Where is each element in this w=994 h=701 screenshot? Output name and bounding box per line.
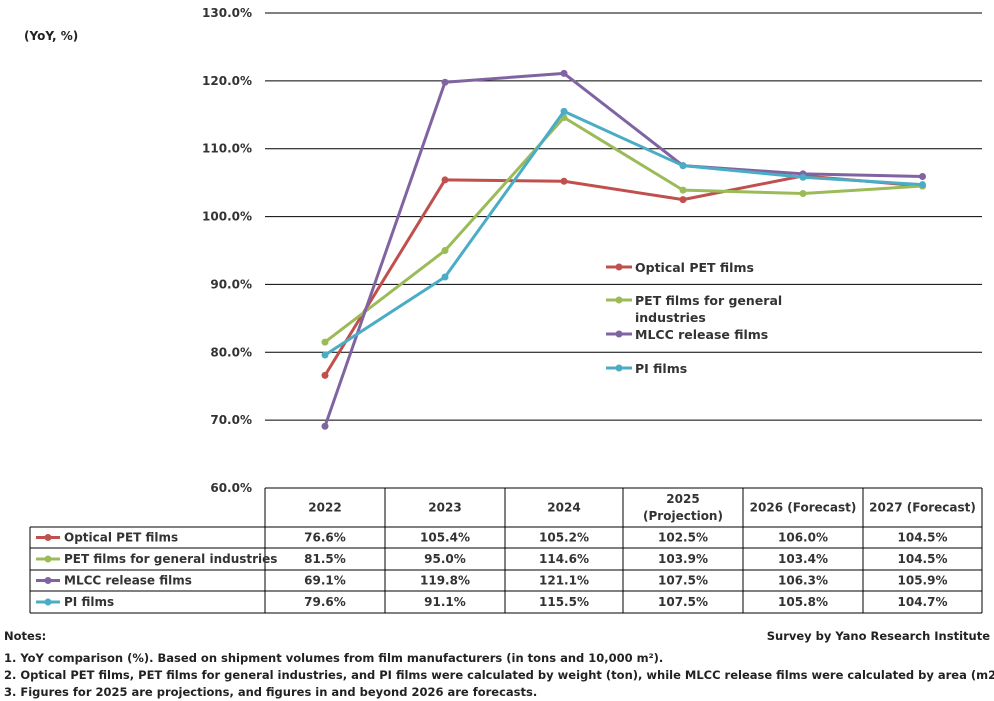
data-point [321, 351, 329, 359]
y-unit-label: (YoY, %) [24, 29, 78, 43]
data-label: 104.7% [898, 595, 948, 609]
table-series-marker [44, 577, 52, 584]
legend-label: PI films [635, 361, 687, 376]
y-tick-label: 80.0% [210, 345, 252, 359]
x-category-label: 2024 [547, 501, 580, 515]
table-series-marker [44, 534, 52, 541]
data-label: 95.0% [424, 552, 466, 566]
data-point [441, 78, 449, 86]
data-label: 105.9% [898, 574, 948, 588]
data-label: 103.9% [658, 552, 708, 566]
table-series-name: PI films [64, 595, 114, 609]
data-point [441, 247, 449, 254]
data-point [799, 173, 807, 181]
data-label: 107.5% [658, 595, 708, 609]
data-label: 105.2% [539, 531, 589, 545]
legend-marker [615, 364, 623, 372]
legend-label: Optical PET films [635, 260, 754, 275]
data-point [441, 176, 449, 184]
survey-credit: Survey by Yano Research Institute [766, 629, 990, 643]
y-tick-label: 130.0% [202, 6, 252, 20]
y-tick-label: 90.0% [210, 277, 252, 291]
table-series-marker [44, 598, 52, 606]
data-label: 69.1% [304, 574, 346, 588]
series-line [323, 174, 923, 377]
data-label: 121.1% [539, 574, 589, 588]
data-label: 105.8% [778, 595, 828, 609]
data-point [560, 107, 568, 115]
data-label: 104.5% [898, 552, 948, 566]
table-series-name: Optical PET films [64, 531, 178, 545]
data-point [799, 190, 807, 197]
data-point [679, 196, 687, 204]
data-label: 115.5% [539, 595, 589, 609]
y-tick-label: 100.0% [202, 210, 252, 224]
y-tick-label: 60.0% [210, 481, 252, 495]
data-label: 91.1% [424, 595, 466, 609]
x-category-label: 2026 (Forecast) [750, 501, 857, 515]
legend-marker [615, 263, 623, 271]
data-point [321, 371, 329, 379]
data-point [321, 422, 329, 430]
table-series-marker [44, 555, 52, 563]
data-point [560, 69, 568, 77]
legend-marker [615, 296, 623, 304]
data-label: 106.0% [778, 531, 828, 545]
data-label: 103.4% [778, 552, 828, 566]
table-series-name: MLCC release films [64, 574, 192, 588]
notes-header: Notes: [4, 629, 47, 643]
data-label: 106.3% [778, 574, 828, 588]
yoy-line-chart: (YoY, %) 60.0% 70.0% 80.0% 90.0% 100.0% 110.0%… [24, 6, 983, 614]
x-category-label: 2023 [428, 501, 461, 515]
legend-label: MLCC release films [635, 327, 768, 342]
x-category-label: 2022 [308, 501, 341, 515]
data-point [321, 338, 329, 346]
note-1: 1. YoY comparison (%). Based on shipment… [4, 651, 664, 665]
data-label: 104.5% [898, 531, 948, 545]
note-2: 2. Optical PET films, PET films for gene… [4, 668, 994, 682]
legend-label: PET films for general [635, 293, 782, 308]
series-line [323, 71, 923, 427]
data-label: 114.6% [539, 552, 589, 566]
data-label: 119.8% [420, 574, 470, 588]
note-3: 3. Figures for 2025 are projections, and… [4, 685, 538, 699]
data-point [679, 162, 687, 170]
series-line [324, 116, 923, 344]
data-point [919, 181, 926, 189]
data-label: 79.6% [304, 595, 346, 609]
legend-label: industries [635, 310, 706, 325]
x-category-label: (Projection) [643, 509, 723, 523]
data-label: 105.4% [420, 531, 470, 545]
data-label: 76.6% [304, 531, 346, 545]
data-label: 107.5% [658, 574, 708, 588]
x-category-label: 2027 (Forecast) [869, 501, 976, 515]
table-series-name: PET films for general industries [64, 552, 277, 566]
data-label: 102.5% [658, 531, 708, 545]
y-tick-label: 70.0% [210, 413, 252, 427]
legend-marker [615, 330, 623, 338]
y-tick-label: 120.0% [202, 74, 252, 88]
data-point [441, 273, 449, 281]
data-point [560, 177, 568, 185]
y-tick-label: 110.0% [202, 142, 252, 156]
x-category-label: 2025 [666, 492, 699, 506]
data-label: 81.5% [304, 552, 346, 566]
data-point [679, 186, 687, 194]
data-point [919, 173, 926, 181]
series-line [324, 109, 923, 357]
